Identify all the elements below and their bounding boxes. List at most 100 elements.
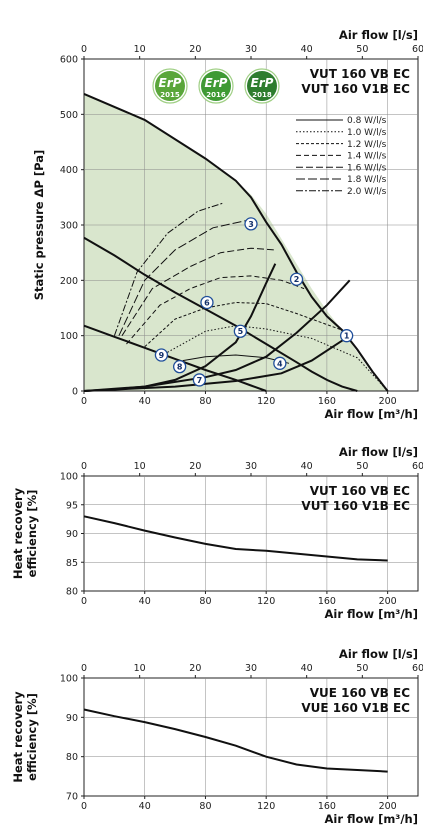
y-tick-label: 500 xyxy=(60,110,78,121)
operating-point-marker xyxy=(200,295,214,310)
erp-badge-label: ErP xyxy=(205,76,228,90)
y-tick-label: 400 xyxy=(60,165,78,176)
top-tick-label: 20 xyxy=(189,663,201,674)
top-tick-label: 10 xyxy=(134,663,146,674)
top-tick-label: 0 xyxy=(81,663,87,674)
y-tick-label: 80 xyxy=(66,587,78,598)
x-tick-label: 0 xyxy=(81,396,87,407)
model-title-line: VUT 160 VB EC xyxy=(310,484,410,498)
erp-badge-icon xyxy=(155,71,185,101)
x-tick-label: 200 xyxy=(379,596,397,607)
y-axis-title-line: efficiency [%] xyxy=(25,490,39,578)
y-tick-label: 95 xyxy=(66,500,78,511)
fan-curve xyxy=(83,92,389,392)
erp-badge-icon xyxy=(247,71,277,101)
operating-point-marker xyxy=(233,324,248,338)
x-axis-title: Air flow [m³/h] xyxy=(325,407,419,421)
y-tick-label: 90 xyxy=(66,713,78,724)
model-title-line: VUT 160 V1B EC xyxy=(301,499,410,513)
efficiency-curve xyxy=(83,515,388,562)
top-tick-label: 30 xyxy=(245,663,257,674)
y-tick-label: 90 xyxy=(66,529,78,540)
operating-point-number: 2 xyxy=(294,275,300,284)
top-tick-label: 50 xyxy=(356,44,368,55)
top-tick-label: 20 xyxy=(189,44,201,55)
operating-point-marker xyxy=(244,217,258,231)
system-curve xyxy=(83,334,351,392)
top-tick-label: 10 xyxy=(134,461,146,472)
legend-entry: 1.4 W/l/s xyxy=(347,152,387,162)
operating-point-number: 6 xyxy=(204,298,210,307)
x-tick-label: 160 xyxy=(318,396,336,407)
top-tick-label: 30 xyxy=(245,461,257,472)
model-title-line: VUE 160 V1B EC xyxy=(301,701,410,715)
x-tick-label: 40 xyxy=(139,396,151,407)
x-tick-label: 160 xyxy=(318,596,336,607)
erp-badge-label: ErP xyxy=(251,76,274,90)
y-tick-label: 600 xyxy=(60,55,78,66)
x-tick-label: 160 xyxy=(318,801,336,812)
operating-point-marker xyxy=(154,348,169,362)
efficiency-curve xyxy=(83,708,388,773)
y-axis-title-line: Heat recovery xyxy=(11,691,25,783)
erp-badge-year: 2018 xyxy=(252,91,272,99)
erp-badge-icon xyxy=(201,71,231,101)
operating-point-number: 3 xyxy=(248,220,254,229)
x-axis-title: Air flow [m³/h] xyxy=(325,812,419,826)
operating-point-number: 4 xyxy=(277,359,283,368)
x-tick-label: 120 xyxy=(257,596,275,607)
y-tick-label: 100 xyxy=(60,331,78,342)
x-tick-label: 0 xyxy=(81,801,87,812)
fan-curve xyxy=(83,324,267,392)
x-tick-label: 120 xyxy=(257,396,275,407)
x-tick-label: 80 xyxy=(199,396,211,407)
sfp-curve xyxy=(126,275,305,345)
erp-badge-year: 2016 xyxy=(206,91,226,99)
legend-entry: 1.6 W/l/s xyxy=(347,163,387,173)
operating-point-marker xyxy=(289,272,304,286)
y-tick-label: 200 xyxy=(60,276,78,287)
top-tick-label: 60 xyxy=(412,44,423,55)
top-tick-label: 30 xyxy=(245,44,257,55)
operating-point-number: 1 xyxy=(344,332,350,341)
x-tick-label: 80 xyxy=(199,596,211,607)
y-tick-label: 85 xyxy=(66,558,78,569)
x-tick-label: 80 xyxy=(199,801,211,812)
y-tick-label: 300 xyxy=(60,221,78,232)
top-tick-label: 40 xyxy=(301,663,313,674)
legend-entry: 1.0 W/l/s xyxy=(347,128,387,138)
top-tick-label: 50 xyxy=(356,461,368,472)
top-tick-label: 60 xyxy=(412,461,423,472)
x-tick-label: 0 xyxy=(81,596,87,607)
legend-entry: 2.0 W/l/s xyxy=(347,187,387,197)
sfp-curve xyxy=(121,247,274,336)
y-axis-title-line: Heat recovery xyxy=(11,487,25,579)
x-axis-title: Air flow [m³/h] xyxy=(325,607,419,621)
fan-curve xyxy=(83,236,358,392)
top-axis-title: Air flow [l/s] xyxy=(339,647,418,661)
x-tick-label: 120 xyxy=(257,801,275,812)
top-tick-label: 0 xyxy=(81,44,87,55)
y-tick-label: 100 xyxy=(60,472,78,483)
operating-point-marker xyxy=(273,356,287,370)
model-title-line: VUT 160 VB EC xyxy=(310,67,410,81)
x-tick-label: 40 xyxy=(139,596,151,607)
operating-point-marker xyxy=(339,329,354,343)
model-title-line: VUT 160 V1B EC xyxy=(301,82,410,96)
y-tick-label: 80 xyxy=(66,752,78,763)
model-title-line: VUE 160 VB EC xyxy=(310,686,410,700)
operating-area-fill xyxy=(84,93,388,392)
operating-point-marker xyxy=(172,360,187,374)
top-tick-label: 20 xyxy=(189,461,201,472)
legend-entry: 1.8 W/l/s xyxy=(347,175,387,185)
operating-point-marker xyxy=(192,373,207,387)
sfp-curve xyxy=(113,202,224,336)
x-tick-label: 200 xyxy=(379,801,397,812)
operating-point-number: 7 xyxy=(197,376,203,385)
sfp-curve xyxy=(118,219,252,336)
sfp-curve xyxy=(167,325,388,392)
sfp-curve xyxy=(144,301,343,348)
